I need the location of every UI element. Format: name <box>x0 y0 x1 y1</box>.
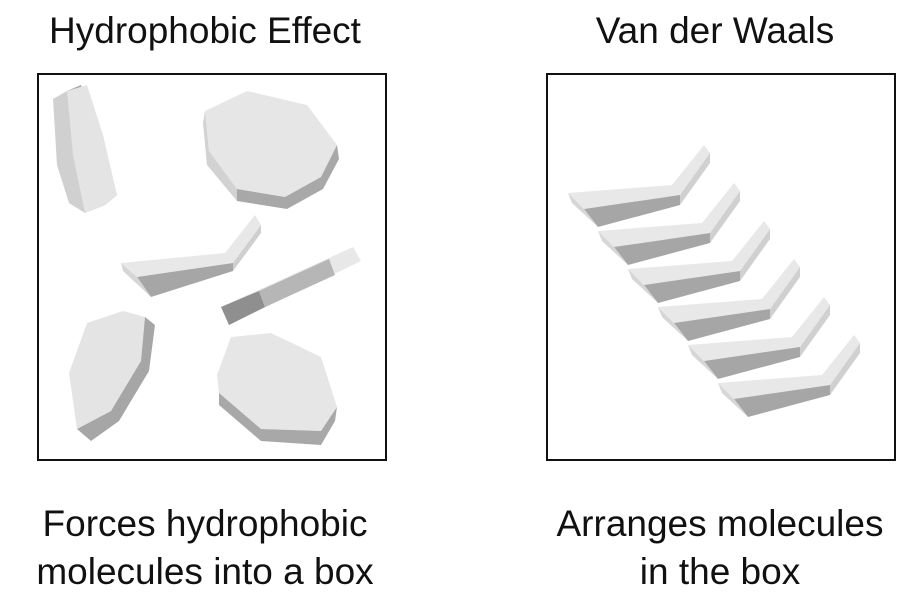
scattered-molecules-illustration <box>53 85 361 445</box>
molecule-hexagon-flat-upper <box>203 91 339 209</box>
caption-hydrophobic-line-2: molecules into a box <box>36 551 374 592</box>
caption-van-der-waals-line-2: in the box <box>639 551 801 592</box>
molecule-rod <box>221 247 361 325</box>
molecule-chevron-2 <box>598 183 740 265</box>
stacked-molecules-illustration <box>568 145 860 417</box>
caption-van-der-waals: Arranges molecules in the box <box>520 500 920 596</box>
van-der-waals-box <box>546 73 896 461</box>
panel-title-van-der-waals: Van der Waals <box>595 10 835 51</box>
caption-hydrophobic: Forces hydrophobic molecules into a box <box>0 500 410 596</box>
molecule-chevron-1 <box>568 145 710 227</box>
molecule-hexagon-flat-lower <box>217 333 337 445</box>
panel-title-hydrophobic: Hydrophobic Effect <box>49 10 361 51</box>
molecule-chevron-center <box>121 215 261 297</box>
hydrophobic-box <box>37 73 387 461</box>
caption-van-der-waals-line-1: Arranges molecules <box>556 503 884 544</box>
caption-hydrophobic-line-1: Forces hydrophobic <box>42 503 368 544</box>
molecule-chevron-4 <box>658 259 800 341</box>
molecule-chevron-6 <box>718 335 860 417</box>
molecule-chevron-3 <box>628 221 770 303</box>
molecule-hexagon-lower-left <box>69 311 155 441</box>
molecule-hexagon-tall <box>53 85 117 213</box>
molecule-chevron-5 <box>688 297 830 379</box>
